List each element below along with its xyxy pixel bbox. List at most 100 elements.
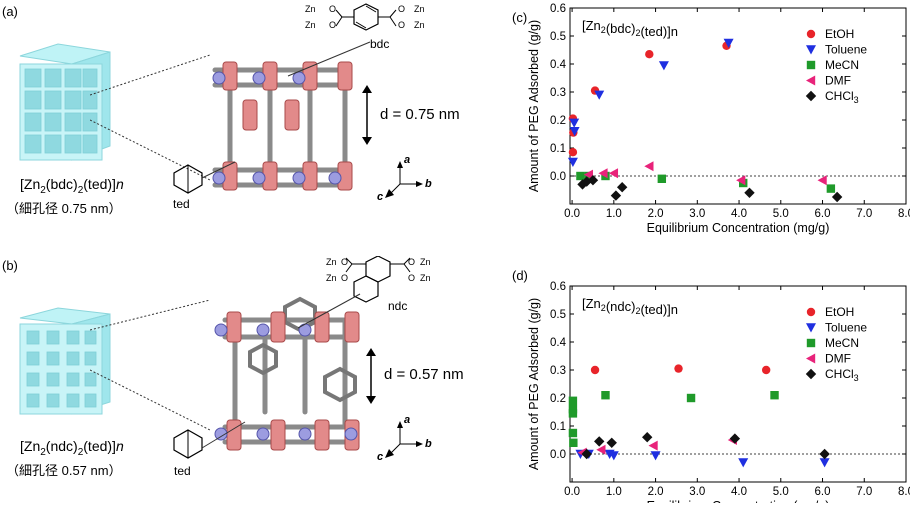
chart-title: [Zn2(ndc)2(ted)]n	[582, 296, 678, 317]
bdc-zn-label-3: Zn	[414, 4, 425, 14]
pore-note-a: （細孔径 0.75 nm）	[6, 201, 122, 216]
chart-d: 0.0 1.0 2.0 3.0 4.0 5.0 6.0 7.0 8.0 0.6 0.5 0.4 0.3 0…	[527, 281, 910, 503]
data-point	[568, 148, 578, 157]
y-tick-label: 0.5	[550, 309, 566, 321]
data-point	[567, 157, 578, 167]
y-tick-label: 0.3	[550, 87, 566, 99]
data-point	[817, 175, 827, 186]
ndc-label: ndc	[388, 299, 408, 313]
x-tick-label: 0.0	[564, 208, 580, 220]
x-axis-label: Equilibrium Concentration (mg/g)	[647, 221, 830, 235]
x-tick-label: 2.0	[648, 208, 664, 220]
ndc-zn-label-4: Zn	[420, 273, 431, 283]
chart-c: 0.0 1.0 2.0 3.0 4.0 5.0 6.0 7.0 8.0 0.6 0.5 0.4 0.3 0…	[527, 3, 910, 235]
legend-label: Toluene	[825, 321, 867, 335]
y-tick-label: 0.0	[550, 171, 566, 183]
x-tick-label: 1.0	[606, 208, 622, 220]
ted-pointer-a	[201, 161, 236, 179]
ndc-zn-label-3: Zn	[420, 257, 431, 267]
ndc-zn-label-2: Zn	[326, 273, 337, 283]
data-point	[648, 440, 658, 451]
legend-label: DMF	[825, 74, 851, 88]
x-tick-label: 4.0	[731, 486, 747, 498]
data-point	[650, 451, 661, 461]
data-point	[770, 391, 779, 400]
data-point	[744, 187, 755, 198]
data-point	[608, 451, 619, 461]
data-point	[674, 364, 683, 373]
y-tick-label: 0.0	[550, 449, 566, 461]
formula-a: [Zn2(bdc)2(ted)]n	[20, 176, 124, 196]
y-tick-label: 0.6	[550, 3, 566, 15]
y-axis-label: Amount of PEG Adsorbed (g/g)	[527, 298, 541, 470]
y-axis-label: Amount of PEG Adsorbed (g/g)	[527, 20, 541, 192]
pore-cube-a	[19, 43, 111, 161]
panel-label-c: (c)	[512, 10, 528, 25]
ndc-o-label-2: O	[341, 273, 349, 283]
legend-marker	[806, 338, 816, 348]
axis-triad-b	[385, 421, 423, 458]
x-tick-label: 2.0	[648, 486, 664, 498]
data-point	[657, 174, 667, 183]
y-tick-label: 0.2	[550, 115, 566, 127]
data-point	[761, 365, 771, 375]
bdc-ligand-diagram	[335, 3, 397, 31]
legend-marker	[806, 45, 816, 55]
series-chcl3	[577, 175, 843, 203]
data-point	[598, 168, 608, 179]
x-tick-label: 8.0	[898, 208, 910, 220]
plot-frame	[569, 285, 907, 483]
legend-label: Toluene	[825, 43, 867, 57]
x-tick-label: 5.0	[773, 486, 789, 498]
data-point	[831, 191, 843, 203]
legend-label: MeCN	[825, 58, 859, 72]
y-tick-label: 0.1	[550, 143, 566, 155]
ndc-pointer-line	[297, 293, 361, 329]
legend-marker	[805, 90, 817, 102]
data-point	[616, 182, 628, 193]
legend-marker	[806, 75, 816, 86]
data-point	[723, 38, 734, 48]
legend-marker	[806, 29, 816, 39]
x-tick-label: 4.0	[731, 208, 747, 220]
axis-a-label-b: a	[404, 414, 411, 426]
data-point	[644, 161, 654, 172]
bdc-zn-label-1: Zn	[305, 4, 316, 14]
series-etoh	[590, 364, 771, 375]
legend-marker	[806, 60, 816, 70]
data-point	[569, 118, 580, 128]
data-point	[568, 428, 578, 438]
axis-c-label-b: c	[377, 451, 384, 463]
data-point	[658, 61, 669, 71]
x-tick-label: 7.0	[856, 208, 872, 220]
ndc-ligand-diagram	[345, 256, 411, 303]
bdc-o-label-4: O	[398, 20, 406, 30]
data-point	[590, 365, 600, 375]
bdc-label: bdc	[370, 37, 390, 51]
x-tick-label: 0.0	[564, 486, 580, 498]
axis-b-label-a: b	[425, 178, 432, 190]
x-tick-label: 3.0	[689, 208, 705, 220]
pore-note-b: （細孔径 0.57 nm）	[6, 463, 122, 478]
x-axis-label: Equilibrium Concentration (mg/g)	[647, 499, 830, 503]
legend-label: DMF	[825, 352, 851, 366]
data-point	[576, 171, 585, 181]
mof-structure-b	[214, 296, 360, 451]
ndc-o-label-1: O	[341, 257, 349, 267]
spacing-arrow-b	[366, 348, 376, 404]
data-point	[729, 433, 741, 444]
legend-marker	[806, 307, 816, 317]
ted-molecule-a	[173, 164, 203, 194]
y-tick-label: 0.2	[550, 393, 566, 405]
formula-b: [Zn2(ndc)2(ted)]n	[20, 438, 124, 458]
legend-label: EtOH	[825, 27, 854, 41]
bdc-zn-label-2: Zn	[305, 20, 316, 30]
bdc-zn-label-4: Zn	[414, 20, 425, 30]
legend-marker	[805, 368, 817, 380]
bdc-o-label-3: O	[398, 4, 406, 14]
bdc-o-label-2: O	[329, 20, 337, 30]
x-tick-label: 6.0	[815, 208, 831, 220]
data-point	[610, 190, 622, 201]
data-point	[606, 437, 617, 448]
ted-label-a: ted	[173, 197, 190, 211]
